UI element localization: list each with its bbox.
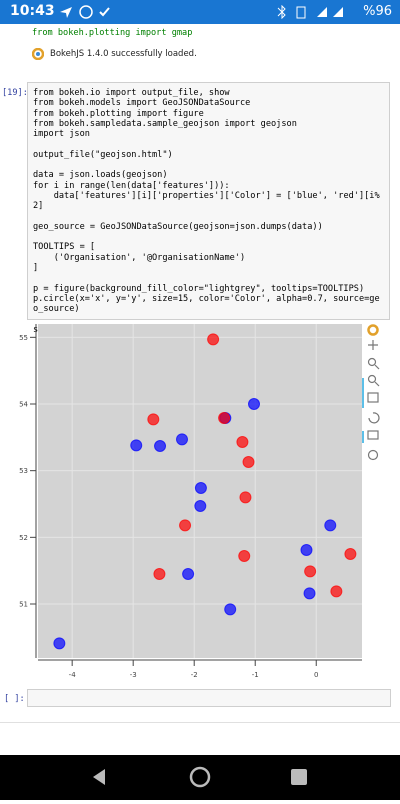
code-line: ] <box>33 263 39 274</box>
bokeh-logo <box>32 48 44 60</box>
code-tail: from bokeh.plotting import gmap <box>32 28 193 38</box>
x-tick-label: -4 <box>69 671 77 679</box>
toolbar <box>362 324 380 461</box>
chart: -4 -3 -2 -1 0 51 52 53 54 55 <box>19 324 380 679</box>
point <box>147 413 160 426</box>
point <box>242 456 255 468</box>
point <box>176 433 188 446</box>
code-line: data['features'][i]['properties']['Color… <box>33 190 380 212</box>
point <box>330 585 343 598</box>
code-line: from bokeh.plotting import figure <box>33 108 204 119</box>
point <box>300 544 313 556</box>
code-line: from bokeh.models import GeoJSONDataSour… <box>33 98 251 109</box>
code-line: p = figure(background_fill_color="lightg… <box>33 283 365 294</box>
code-block: data = json.loads(geojson) for i in range… <box>33 170 384 211</box>
point <box>154 440 167 452</box>
point <box>248 398 260 410</box>
empty-prompt: [ ]: <box>4 694 25 704</box>
y-tick-label: 55 <box>19 334 28 342</box>
point <box>344 548 357 560</box>
code-block: p = figure(background_fill_color="lightg… <box>33 284 384 315</box>
point <box>218 412 231 424</box>
battery: %96 <box>363 4 392 19</box>
output-text: BokehJS 1.4.0 successfully loaded. <box>50 49 197 59</box>
code-line: from bokeh.sampledata.sample_geojson imp… <box>33 118 297 129</box>
code-line: p.circle(x='x', y='y', size=15, color='C… <box>33 293 380 315</box>
point <box>238 550 251 562</box>
code-line: TOOLTIPS = [ <box>33 242 96 253</box>
recents-button[interactable] <box>291 769 307 785</box>
x-tick-label: 0 <box>314 671 318 679</box>
empty-cell[interactable] <box>27 689 391 707</box>
point <box>324 519 337 532</box>
back-button[interactable] <box>93 769 105 785</box>
code-block: TOOLTIPS = [ ('Organisation', '@Organisa… <box>33 242 384 273</box>
nav-buttons <box>93 766 307 788</box>
code-block: output_file("geojson.html") <box>33 150 384 160</box>
code-line: geo_source = GeoJSONDataSource(geojson=j… <box>33 221 323 232</box>
system-icons <box>277 5 343 19</box>
point <box>224 603 237 616</box>
home-button[interactable] <box>189 766 211 788</box>
point <box>236 436 249 448</box>
point <box>53 637 66 650</box>
point <box>239 491 252 504</box>
code-block: from bokeh.io import output_file, show fr… <box>33 88 384 139</box>
code-block: geo_source = GeoJSONDataSource(geojson=j… <box>33 222 384 232</box>
cell-prompt: [19]: <box>2 88 28 98</box>
point <box>182 568 195 580</box>
y-tick-label: 54 <box>19 401 28 409</box>
x-tick-label: -2 <box>191 671 198 679</box>
code-line: data = json.loads(geojson) <box>33 170 168 181</box>
point <box>304 565 317 578</box>
code-line: for i in range(len(data['features'])): <box>33 180 230 191</box>
point <box>207 333 220 346</box>
point <box>303 587 316 600</box>
nav-bar <box>0 755 400 800</box>
code-line: ('Organisation', '@OrganisationName') <box>33 252 246 263</box>
status-bar: 10:43 %96 <box>0 0 400 24</box>
code-line: output_file("geojson.html") <box>33 149 173 160</box>
x-tick-label: -1 <box>252 671 259 679</box>
code-line: from bokeh.io import output_file, show <box>33 88 230 98</box>
point <box>194 500 207 512</box>
point <box>194 482 207 494</box>
y-tick-label: 51 <box>19 601 28 609</box>
divider <box>0 722 400 723</box>
point <box>153 568 166 580</box>
code-cell[interactable]: from bokeh.io import output_file, show fr… <box>27 82 390 335</box>
point <box>130 439 143 452</box>
y-tick-label: 52 <box>19 534 28 542</box>
x-tick-label: -3 <box>130 671 137 679</box>
point <box>179 519 192 532</box>
y-tick-label: 53 <box>19 467 28 475</box>
status-icons <box>60 5 110 19</box>
clock: 10:43 <box>10 3 55 19</box>
code-line: import json <box>33 129 90 140</box>
